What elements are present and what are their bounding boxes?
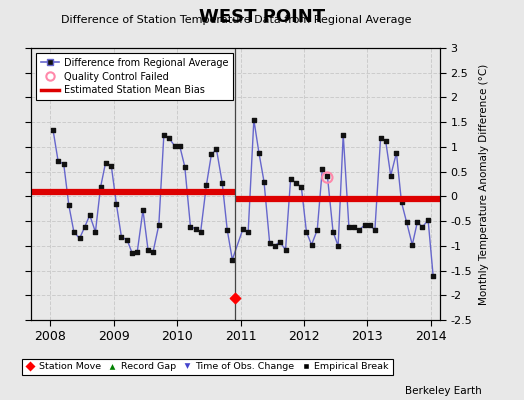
Point (70, 229, 78, 235)
Point (249, 116, 258, 123)
Point (191, 225, 200, 232)
Point (329, 229, 337, 235)
Point (212, 146, 221, 152)
Point (260, 178, 268, 185)
Point (361, 222, 369, 228)
Point (96, 184, 105, 191)
Point (85, 212, 94, 218)
Point (402, 219, 411, 225)
Point (170, 143, 179, 149)
Point (350, 224, 358, 230)
Point (392, 150, 401, 156)
Point (107, 162, 115, 169)
Point (287, 176, 295, 182)
Point (323, 174, 332, 181)
Title: Difference of Station Temperature Data from Regional Average: Difference of Station Temperature Data f… (61, 15, 411, 25)
Point (207, 151, 215, 158)
Point (334, 243, 342, 249)
Point (144, 246, 152, 253)
Point (270, 243, 279, 249)
Point (345, 224, 353, 230)
Text: Berkeley Earth: Berkeley Earth (406, 386, 482, 396)
Point (64, 202, 73, 208)
Point (244, 229, 253, 235)
Point (112, 200, 121, 207)
Point (149, 248, 157, 255)
Point (381, 138, 390, 144)
Point (91, 229, 100, 235)
Point (255, 150, 263, 156)
Point (202, 182, 211, 189)
Point (218, 179, 226, 186)
Point (81, 224, 89, 230)
Point (339, 131, 347, 138)
Point (418, 224, 427, 230)
Point (60, 161, 68, 168)
Point (355, 227, 363, 233)
Point (429, 273, 438, 280)
Point (49, 126, 57, 133)
Point (413, 219, 421, 225)
Point (228, 256, 236, 263)
Point (291, 179, 300, 186)
Point (397, 199, 406, 206)
Point (133, 248, 141, 255)
Point (323, 172, 332, 179)
Point (117, 234, 126, 240)
Point (366, 222, 374, 228)
Text: WEST POINT: WEST POINT (199, 8, 325, 26)
Point (387, 172, 395, 179)
Point (266, 240, 274, 246)
Point (223, 227, 232, 233)
Legend: Station Move, Record Gap, Time of Obs. Change, Empirical Break: Station Move, Record Gap, Time of Obs. C… (21, 358, 393, 375)
Point (376, 135, 385, 141)
Point (408, 242, 417, 248)
Point (160, 131, 168, 138)
Point (139, 207, 147, 214)
Point (128, 250, 136, 256)
Point (165, 135, 173, 141)
Point (318, 166, 326, 172)
Point (181, 164, 189, 170)
Point (239, 225, 247, 232)
Point (176, 143, 184, 149)
Point (276, 239, 284, 245)
Point (231, 294, 239, 301)
Point (123, 237, 132, 243)
Point (196, 229, 205, 235)
Point (302, 229, 311, 235)
Y-axis label: Monthly Temperature Anomaly Difference (°C): Monthly Temperature Anomaly Difference (… (479, 63, 489, 305)
Point (308, 242, 316, 248)
Point (297, 184, 305, 191)
Point (187, 224, 195, 230)
Point (75, 235, 84, 242)
Point (370, 227, 379, 233)
Point (155, 222, 163, 228)
Point (424, 217, 432, 223)
Point (313, 227, 321, 233)
Point (54, 158, 62, 164)
Point (281, 246, 290, 253)
Point (101, 160, 110, 166)
